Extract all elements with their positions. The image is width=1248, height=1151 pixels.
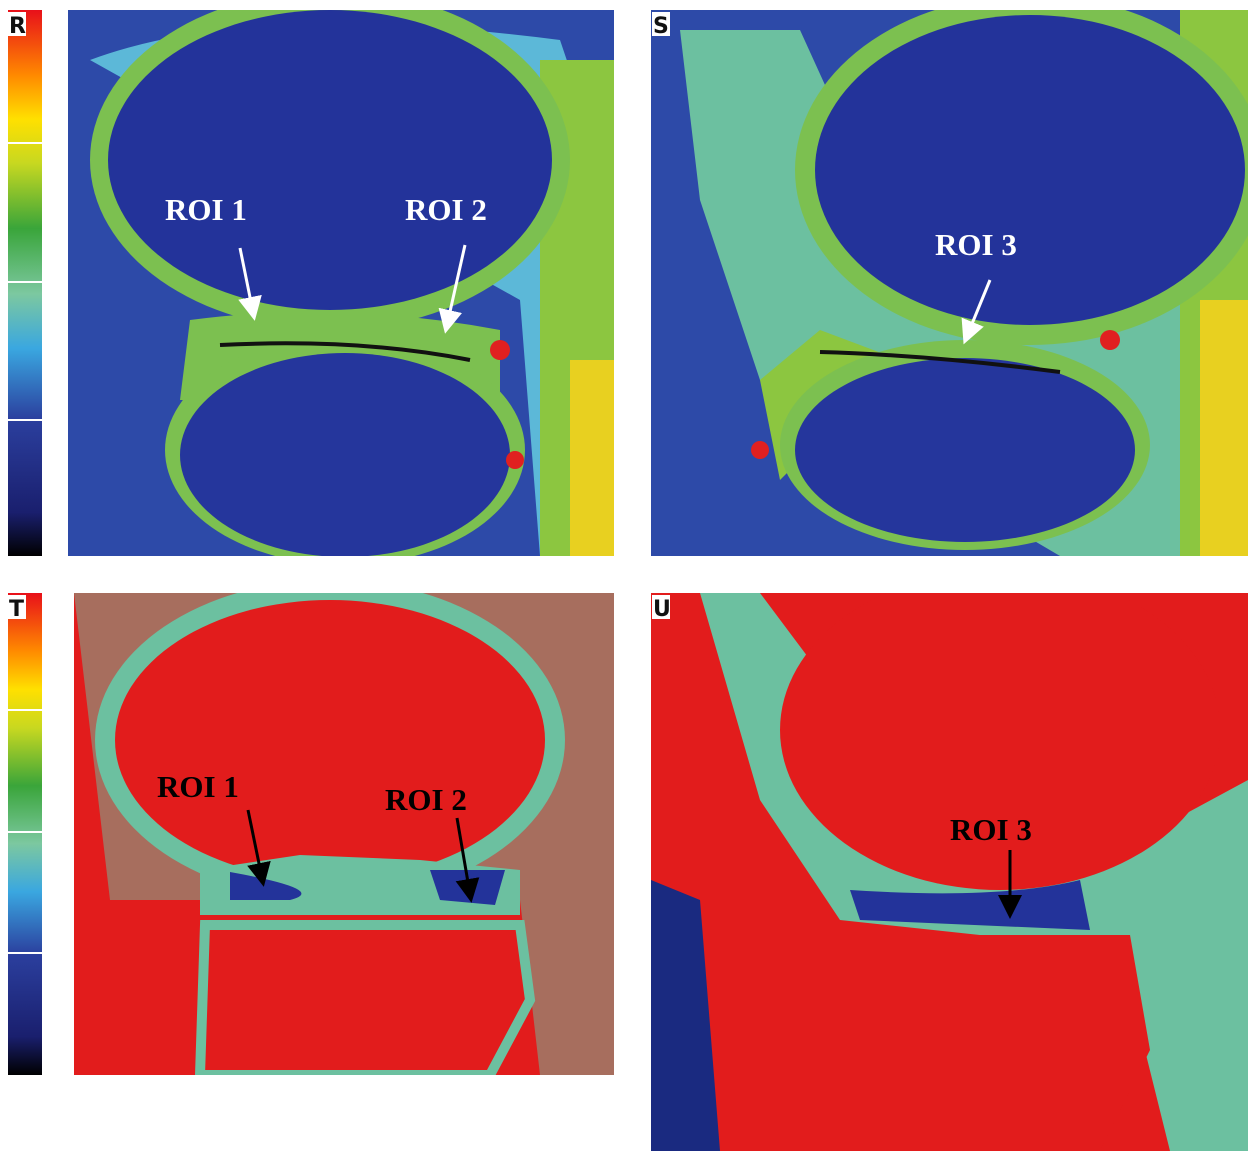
map-image [68,0,614,565]
map-image [651,570,1248,1151]
panel-label: U [653,597,671,622]
roi-label: ROI 3 [935,227,1017,262]
panel-label: T [9,597,24,622]
map-image [74,580,614,1075]
figure: R S T U ROI 1 ROI 2 ROI 3 ROI 1 ROI 2 RO… [0,0,1248,1151]
color-bar [8,10,42,1075]
roi-label: ROI 2 [405,192,487,227]
roi-label: ROI 2 [385,782,467,817]
panel-label: S [653,14,669,39]
map-image [651,0,1248,556]
panel-label: R [9,14,26,39]
roi-label: ROI 3 [950,812,1032,847]
roi-label: ROI 1 [165,192,247,227]
roi-label: ROI 1 [157,769,239,804]
